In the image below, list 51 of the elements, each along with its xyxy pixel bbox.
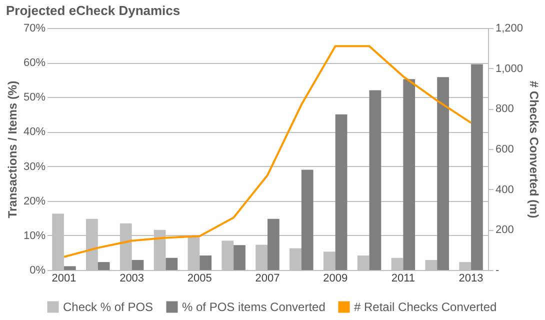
bar	[98, 262, 110, 270]
x-tick-label: 2003	[120, 272, 144, 284]
bar	[256, 244, 268, 270]
y-tick-label: 20%	[23, 195, 46, 208]
bar	[437, 77, 449, 270]
bar	[268, 218, 280, 270]
bar	[425, 260, 438, 270]
y-tick-label: 60%	[23, 57, 46, 70]
legend-label: Check % of POS	[63, 300, 154, 314]
bar	[166, 258, 178, 270]
bar	[222, 240, 234, 270]
legend-label: % of POS items Converted	[182, 300, 326, 314]
y2-tick-label: -	[496, 264, 500, 276]
bar	[471, 64, 483, 270]
y-tick-label: 70%	[23, 22, 46, 34]
y2-tick-label: 800	[496, 103, 514, 116]
y-tick-label: 30%	[23, 160, 46, 173]
bar	[290, 248, 302, 270]
y2-tick-label: 1,200	[496, 22, 524, 34]
bar	[403, 79, 416, 270]
y-tick-label: 40%	[23, 126, 46, 138]
y-tick-label: 10%	[23, 230, 46, 242]
x-tick-label: 2011	[391, 272, 416, 284]
x-tick-label: 2009	[323, 272, 348, 284]
bar	[64, 266, 76, 270]
line-series	[62, 45, 472, 258]
bar	[132, 260, 144, 270]
bar	[188, 236, 200, 270]
x-tick-label: 2001	[52, 272, 76, 284]
bar	[459, 262, 472, 270]
bar	[369, 90, 382, 270]
y-axis-title: Transactions / Items (%)	[5, 80, 20, 218]
y2-axis-title: # Checks Converted (m)	[527, 80, 542, 218]
y-tick-label: 50%	[23, 92, 46, 104]
bar	[357, 255, 370, 270]
y2-tick-label: 600	[496, 144, 514, 156]
y-tick-label: 0%	[30, 264, 46, 276]
y2-tick-label: 200	[496, 224, 514, 236]
x-tick-label: 2013	[458, 272, 484, 284]
y2-tick-label: 1,000	[496, 62, 524, 75]
x-tick-label: 2007	[255, 272, 280, 284]
bar	[391, 258, 404, 270]
bar	[323, 252, 336, 270]
bar	[200, 255, 212, 270]
x-tick-label: 2005	[187, 272, 212, 284]
bar	[335, 114, 348, 270]
y2-tick-label: 400	[496, 184, 514, 196]
chart-title: Projected eCheck Dynamics	[6, 3, 180, 18]
bar	[234, 245, 246, 270]
legend-label: # Retail Checks Converted	[354, 300, 497, 314]
bar	[301, 170, 314, 270]
